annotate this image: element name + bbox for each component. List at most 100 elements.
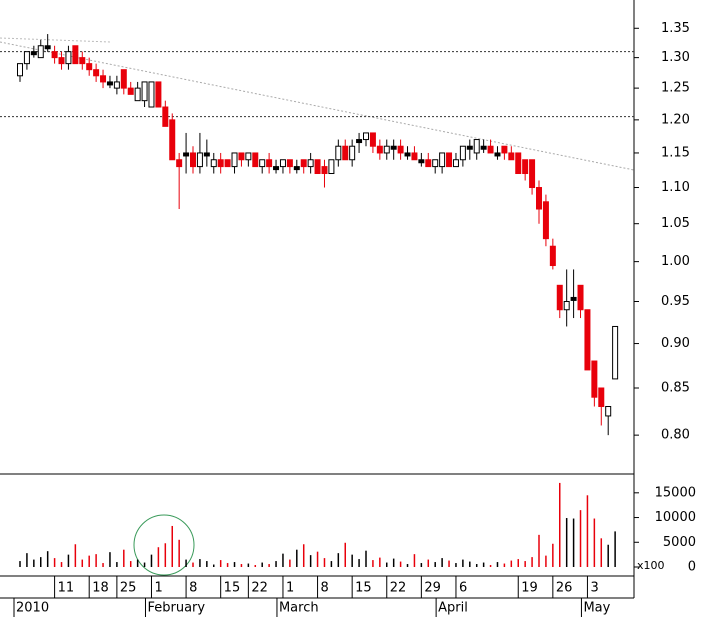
candle-body — [293, 166, 300, 171]
candle-body — [480, 145, 487, 150]
candle-body — [120, 69, 127, 89]
candle-body — [404, 152, 411, 157]
candle-body — [356, 139, 363, 144]
volume-tick-label: 15000 — [655, 485, 696, 500]
candle-body — [591, 360, 598, 398]
x-tick-label: 1 — [286, 581, 294, 596]
candle-body — [314, 159, 321, 175]
x-tick-label: 11 — [58, 581, 75, 596]
volume-tick-label: 10000 — [655, 510, 696, 525]
candle-body — [411, 152, 418, 161]
candle-body — [425, 159, 432, 168]
candle-body — [17, 63, 23, 77]
candle-body — [286, 159, 293, 168]
x-tick-label: 15 — [224, 581, 241, 596]
x-tick-label: 8 — [189, 581, 197, 596]
candle-body — [217, 159, 224, 168]
candle-body — [598, 387, 605, 408]
candle-body — [183, 152, 190, 157]
candle-body — [556, 284, 563, 311]
candle-body — [148, 81, 155, 108]
y-tick-label: 1.10 — [661, 180, 690, 195]
candle-body — [176, 159, 183, 168]
candle-body — [397, 145, 404, 154]
month-label: 2010 — [16, 601, 49, 616]
candle-body — [570, 296, 577, 301]
candle-body — [155, 81, 162, 108]
candle-body — [51, 51, 58, 59]
candle-body — [369, 132, 376, 147]
candle-body — [446, 152, 453, 168]
y-tick-label: 0.85 — [661, 380, 690, 395]
candle-body — [259, 159, 266, 168]
candle-body — [106, 81, 113, 86]
x-tick-label: 29 — [424, 581, 441, 596]
month-label: February — [147, 601, 205, 616]
candle-body — [224, 159, 231, 168]
candle-body — [529, 159, 536, 189]
candle-body — [23, 51, 30, 65]
candle-body — [522, 159, 529, 175]
x-tick-label: 15 — [355, 581, 372, 596]
candle-body — [58, 57, 65, 65]
month-label: May — [583, 601, 610, 616]
candle-body — [349, 145, 356, 161]
candle-body — [452, 159, 459, 168]
candle-body — [279, 159, 286, 168]
candle-body — [473, 139, 480, 154]
candle-body — [300, 159, 307, 168]
candle-body — [376, 145, 383, 154]
candle-body — [418, 159, 425, 164]
candle-body — [342, 145, 349, 161]
y-tick-label: 0.95 — [661, 294, 690, 309]
candle-body — [328, 159, 335, 175]
candle-body — [563, 301, 570, 311]
y-tick-label: 1.35 — [661, 21, 690, 36]
y-tick-label: 0.80 — [661, 428, 690, 443]
candle-body — [65, 51, 72, 65]
candle-body — [134, 87, 141, 102]
candle-body — [542, 201, 549, 240]
candle-body — [93, 69, 100, 77]
candle-body — [231, 152, 238, 168]
candle-body — [501, 145, 508, 154]
candle-body — [577, 284, 584, 311]
candle-body — [169, 119, 176, 161]
x-tick-label: 19 — [521, 581, 538, 596]
annotation-circle — [133, 514, 195, 576]
candle-body — [515, 152, 522, 175]
candle-body — [307, 159, 314, 168]
y-tick-label: 0.90 — [661, 336, 690, 351]
candle-body — [127, 87, 134, 95]
candle-body — [549, 245, 556, 267]
candle-body — [37, 45, 44, 59]
x-tick-label: 18 — [92, 581, 109, 596]
x-tick-label: 25 — [120, 581, 137, 596]
candle-body — [363, 132, 369, 141]
x-tick-label: 3 — [590, 581, 598, 596]
x-tick-label: 22 — [390, 581, 407, 596]
x-tick-label: 6 — [459, 581, 467, 596]
candle-body — [113, 81, 120, 89]
candle-body — [466, 145, 473, 150]
candle-body — [335, 145, 342, 161]
month-label: April — [438, 601, 468, 616]
candle-body — [196, 152, 203, 168]
candle-body — [432, 159, 439, 168]
candle-body — [203, 152, 210, 157]
candle-body — [612, 325, 619, 380]
y-tick-label: 1.20 — [661, 112, 690, 127]
candle-body — [273, 166, 280, 171]
y-tick-label: 1.30 — [661, 50, 690, 65]
candle-body — [86, 63, 93, 71]
candle-body — [584, 309, 591, 371]
candle-body — [487, 145, 494, 154]
candle-body — [536, 187, 542, 210]
candle-body — [100, 75, 107, 83]
volume-tick-label: 0 — [688, 560, 696, 575]
candle-body — [141, 81, 148, 102]
candle-body — [72, 45, 79, 65]
candle-body — [79, 57, 86, 65]
